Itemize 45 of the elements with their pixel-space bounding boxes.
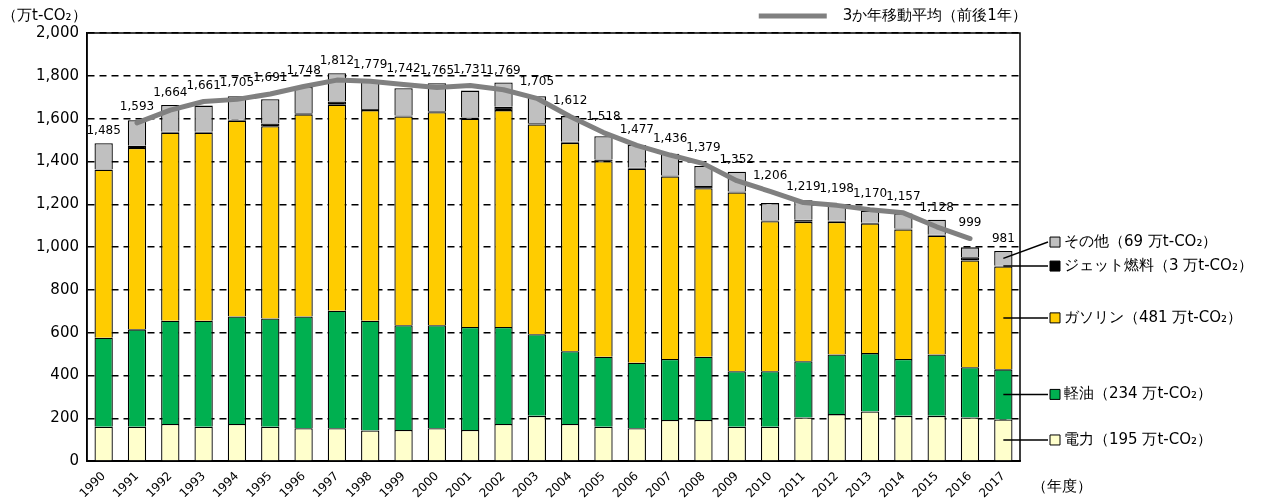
- total-label: 1,485: [86, 123, 121, 138]
- total-label: 1,593: [119, 99, 155, 114]
- total-label: 1,748: [286, 62, 321, 77]
- y-tick-label: 2,000: [36, 22, 79, 41]
- y-tick-label: 200: [50, 408, 79, 427]
- total-label: 1,705: [219, 75, 255, 90]
- total-label: 1,812: [319, 53, 355, 68]
- y-tick-label: 1,800: [36, 65, 79, 84]
- total-label: 1,379: [686, 139, 721, 154]
- total-label: 981: [991, 231, 1015, 246]
- total-label: 999: [958, 214, 982, 229]
- total-label: 1,477: [619, 121, 654, 136]
- total-label: 1,157: [886, 188, 921, 203]
- total-label: 1,170: [852, 185, 888, 200]
- y-tick-label: 600: [50, 322, 79, 341]
- total-label: 1,661: [186, 77, 221, 92]
- total-label: 1,705: [519, 74, 555, 89]
- legend-label: ジェット燃料（3 万t-CO₂）: [1064, 255, 1253, 274]
- legend-label: 3か年移動平均（前後1年）: [842, 5, 1027, 24]
- total-label: 1,206: [752, 167, 788, 182]
- y-tick-label: 400: [50, 365, 79, 384]
- total-label: 1,765: [419, 63, 455, 78]
- x-axis-title: （年度）: [1032, 477, 1092, 496]
- total-label: 1,128: [919, 199, 954, 214]
- total-label: 1,779: [353, 57, 388, 72]
- y-tick-label: 1,400: [36, 151, 79, 170]
- total-label: 1,742: [386, 60, 421, 75]
- y-tick-label: 0: [69, 451, 79, 470]
- total-label: 1,352: [719, 151, 754, 166]
- y-axis-title: （万t-CO₂）: [2, 5, 87, 24]
- y-tick-label: 1,600: [36, 108, 79, 127]
- y-tick-label: 800: [50, 279, 79, 298]
- legend-label: その他（69 万t-CO₂）: [1064, 231, 1218, 250]
- legend-label: 軽油（234 万t-CO₂）: [1064, 384, 1212, 403]
- legend-label: 電力（195 万t-CO₂）: [1064, 429, 1212, 448]
- total-label: 1,436: [652, 131, 688, 146]
- y-tick-label: 1,200: [36, 194, 79, 213]
- total-label: 1,769: [486, 62, 521, 77]
- total-label: 1,198: [819, 181, 854, 196]
- total-label: 1,664: [153, 85, 188, 100]
- total-label: 1,731: [453, 61, 488, 76]
- y-tick-label: 1,000: [36, 237, 79, 255]
- total-label: 1,612: [552, 92, 588, 107]
- total-label: 1,219: [786, 178, 821, 193]
- legend-label: ガソリン（481 万t-CO₂）: [1064, 307, 1242, 326]
